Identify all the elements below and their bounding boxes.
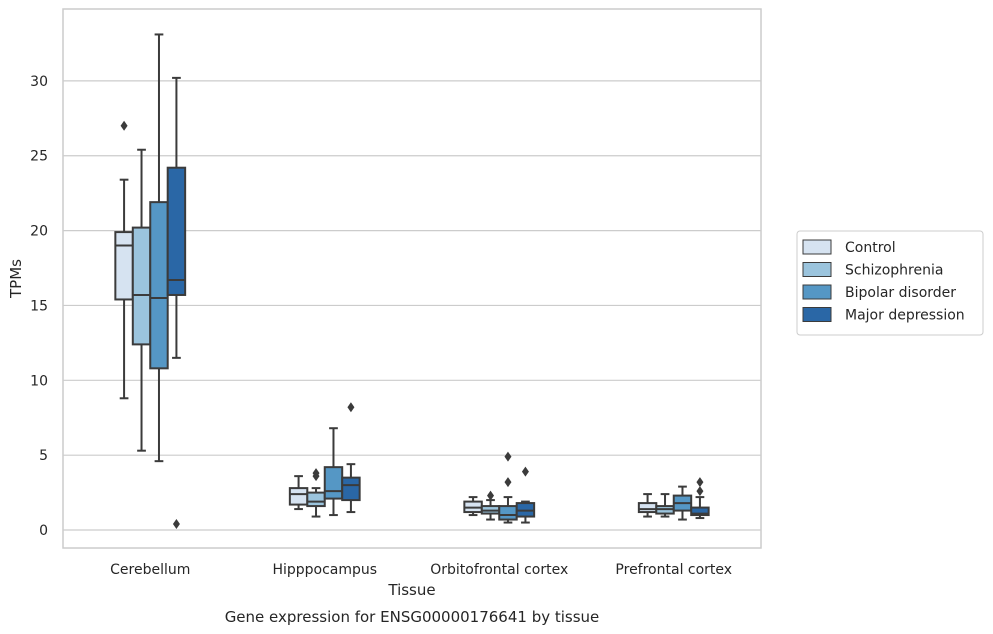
outlier-point	[487, 490, 495, 501]
box-iqr	[131, 226, 152, 346]
box-iqr	[114, 231, 134, 301]
box-bipolar-disorder	[149, 33, 169, 463]
box-bipolar-disorder	[672, 485, 693, 521]
outlier-point	[312, 468, 320, 479]
box-iqr	[323, 466, 344, 500]
box-control	[637, 493, 658, 518]
box-iqr	[498, 505, 518, 521]
outlier-point	[504, 451, 512, 462]
box-bipolar-disorder	[323, 427, 344, 517]
box-major-depression	[166, 76, 187, 530]
box-major-depression	[341, 402, 361, 514]
boxes	[114, 33, 710, 530]
box-iqr	[637, 502, 658, 514]
box-control	[463, 496, 483, 517]
box-iqr	[288, 487, 309, 506]
plot-area-frame	[62, 8, 762, 549]
box-bipolar-disorder	[498, 451, 518, 524]
legend-label: Major depression	[845, 308, 965, 324]
y-tick-label: 15	[30, 298, 48, 314]
y-tick-label: 10	[30, 373, 48, 389]
box-iqr	[690, 506, 710, 517]
y-tick-label: 5	[39, 448, 48, 464]
box-control	[288, 475, 309, 511]
y-tick-label: 20	[30, 224, 48, 240]
box-major-depression	[515, 466, 536, 524]
legend-label: Schizophrenia	[845, 263, 943, 279]
x-tick-label: Cerebellum	[110, 562, 190, 578]
box-schizophrenia	[306, 468, 326, 518]
outlier-point	[504, 477, 512, 488]
x-tick-label: Orbitofrontal cortex	[430, 562, 568, 578]
legend-swatch	[802, 307, 832, 322]
legend-swatch	[802, 262, 832, 277]
y-axis-label: TPMs	[7, 259, 25, 299]
legend-frame	[796, 230, 984, 336]
box-control	[114, 120, 134, 400]
legend-swatch	[802, 239, 832, 255]
box-iqr	[306, 491, 326, 508]
box-iqr	[149, 201, 169, 370]
outlier-point	[172, 519, 180, 530]
legend-label: Bipolar disorder	[845, 285, 956, 301]
x-tick-labels: Cerebellum Hipppocampus Orbitofrontal cort…	[110, 562, 732, 578]
outlier-point	[696, 486, 704, 497]
box-schizophrenia	[480, 490, 501, 521]
box-schizophrenia	[655, 493, 675, 518]
x-axis-label: Tissue	[387, 581, 435, 599]
box-iqr	[341, 476, 361, 502]
x-tick-label: Prefrontal cortex	[615, 562, 732, 578]
outlier-point	[696, 477, 704, 488]
y-tick-labels: 0 5 10 15 20 25 30	[30, 74, 48, 539]
outlier-point	[120, 120, 128, 131]
box-iqr	[166, 166, 187, 296]
outlier-point	[521, 466, 529, 477]
y-tick-label: 0	[39, 523, 48, 539]
legend-label: Control	[845, 240, 896, 256]
legend: Control Schizophrenia Bipolar disorder Majo…	[796, 230, 984, 336]
legend-swatch	[802, 284, 832, 300]
figure-caption: Gene expression for ENSG00000176641 by t…	[225, 608, 600, 626]
x-tick-label: Hipppocampus	[272, 562, 377, 578]
y-tick-label: 30	[30, 74, 48, 90]
y-tick-label: 25	[30, 149, 48, 165]
outlier-point	[347, 402, 355, 413]
box-major-depression	[690, 477, 710, 520]
box-schizophrenia	[131, 148, 152, 452]
